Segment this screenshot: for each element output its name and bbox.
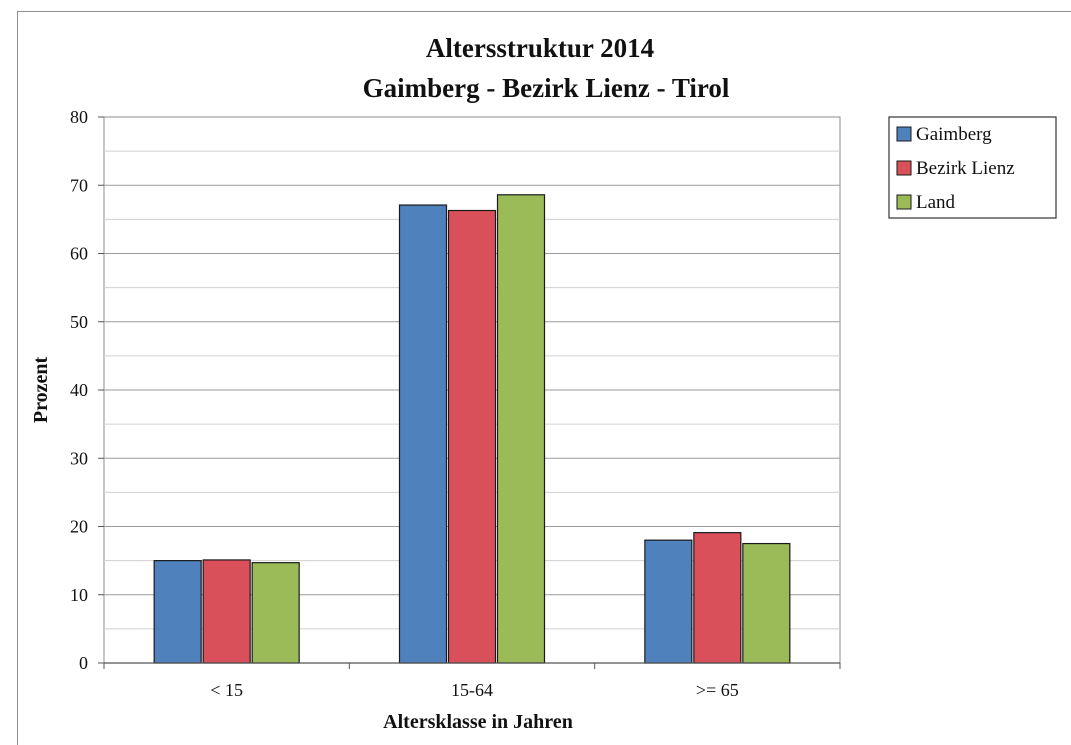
y-tick-label: 50 xyxy=(70,312,88,332)
y-tick-label: 30 xyxy=(70,448,88,468)
chart-subtitle: Gaimberg - Bezirk Lienz - Tirol xyxy=(363,73,730,103)
legend-label: Bezirk Lienz xyxy=(916,158,1015,179)
legend-label: Land xyxy=(916,192,956,213)
bar-land-1 xyxy=(496,194,546,664)
legend-swatch xyxy=(896,160,912,176)
bars xyxy=(153,194,791,664)
x-tick-label: >= 65 xyxy=(696,680,739,700)
bar-land-0 xyxy=(251,562,300,664)
y-tick-label: 40 xyxy=(70,380,88,400)
x-tick-label: 15-64 xyxy=(451,680,493,700)
y-tick-label: 0 xyxy=(79,653,88,673)
y-tick-label: 10 xyxy=(70,585,88,605)
y-axis-title: Prozent xyxy=(30,357,52,424)
bar-bezirk-lienz-0 xyxy=(202,559,251,664)
chart-frame xyxy=(17,11,1071,745)
legend-swatch xyxy=(896,194,912,210)
legend: Gaimberg Bezirk Lienz Land xyxy=(888,116,1057,219)
bar-gaimberg-0 xyxy=(153,560,202,664)
legend-box xyxy=(888,116,1057,219)
y-tick-labels: 0 10 20 30 40 50 60 70 80 xyxy=(70,107,104,673)
bar-gaimberg-1 xyxy=(398,204,448,664)
bar-bezirk-lienz-1 xyxy=(447,209,497,664)
chart-title: Altersstruktur 2014 xyxy=(426,33,654,63)
x-tick-labels: < 15 15-64 >= 65 xyxy=(103,663,841,700)
y-tick-label: 70 xyxy=(70,175,88,195)
bar-land-2 xyxy=(742,542,791,664)
x-tick-label: < 15 xyxy=(210,680,243,700)
y-tick-label: 60 xyxy=(70,244,88,264)
x-axis-title: Altersklasse in Jahren xyxy=(383,711,573,733)
legend-swatch xyxy=(896,126,912,142)
y-tick-label: 20 xyxy=(70,517,88,537)
legend-label: Gaimberg xyxy=(916,124,992,145)
bar-bezirk-lienz-2 xyxy=(693,532,742,664)
bar-gaimberg-2 xyxy=(644,539,693,664)
y-tick-label: 80 xyxy=(70,107,88,127)
